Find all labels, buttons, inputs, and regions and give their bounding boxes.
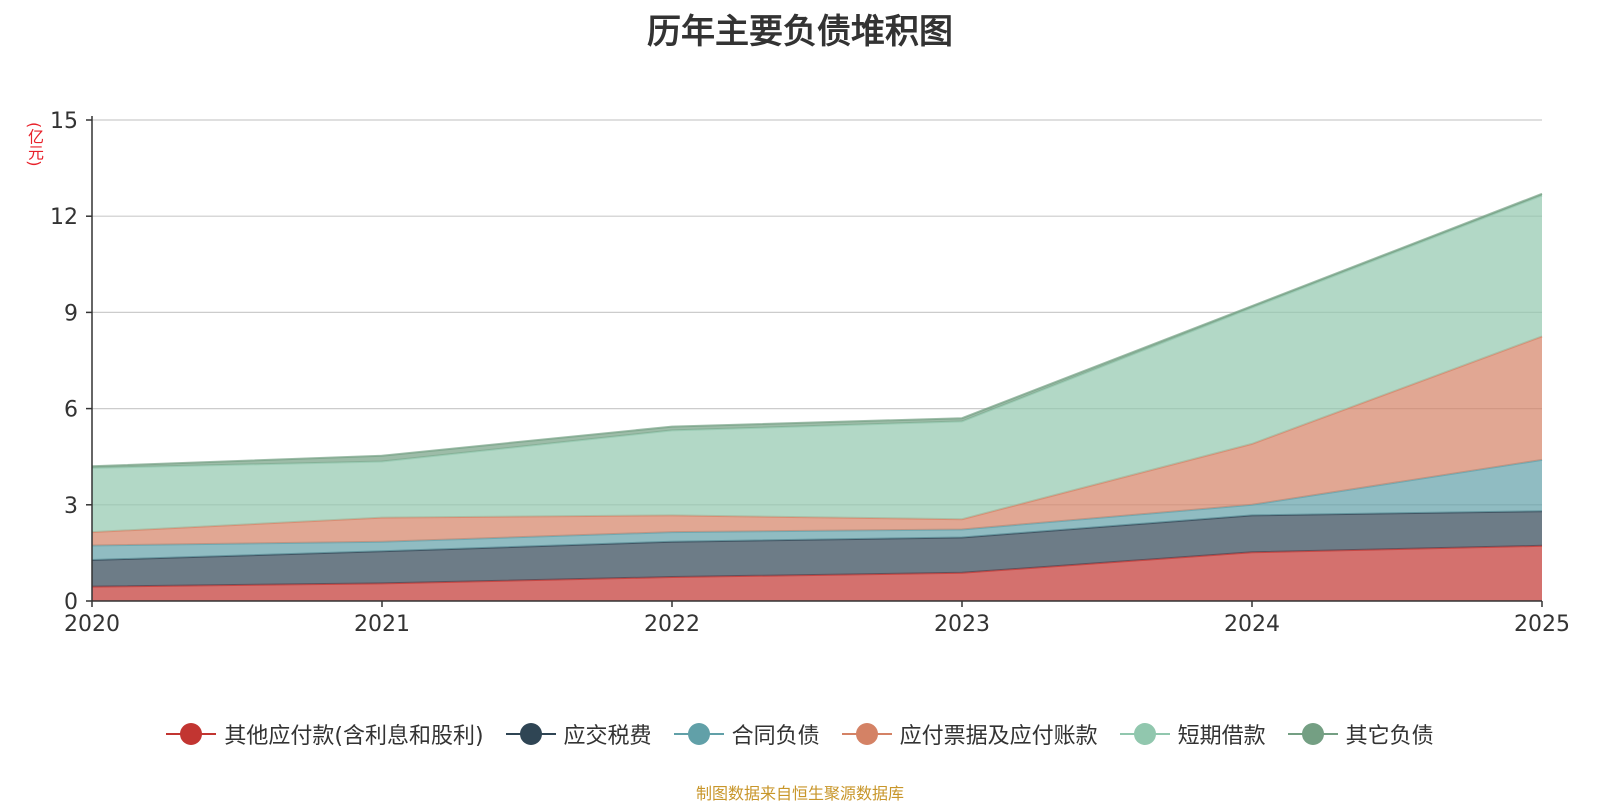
- area-series-1: [92, 511, 1542, 587]
- legend-marker-icon: [1287, 722, 1338, 746]
- legend-label: 其它负债: [1345, 724, 1434, 749]
- stacked-areas: [91, 192, 1543, 601]
- legend-marker-icon: [1119, 722, 1170, 746]
- area-series-3: [92, 336, 1542, 546]
- legend-label: 合同负债: [731, 724, 820, 749]
- y-tick-label: 15: [50, 109, 78, 134]
- chart-title: 历年主要负债堆积图: [647, 12, 953, 52]
- y-axis-unit-label: (亿元): [25, 122, 44, 167]
- legend-label: 应付票据及应付账款: [899, 724, 1098, 749]
- source-note: 制图数据来自恒生聚源数据库: [695, 784, 904, 803]
- legend-label: 短期借款: [1177, 724, 1266, 749]
- area-series-2: [92, 459, 1542, 560]
- legend-label: 应交税费: [563, 724, 652, 749]
- y-tick-label: 6: [64, 398, 78, 423]
- legend-label: 其他应付款(含利息和股利): [224, 724, 484, 749]
- legend-item-2[interactable]: 合同负债: [673, 718, 820, 750]
- legend-item-0[interactable]: 其他应付款(含利息和股利): [166, 718, 484, 750]
- y-tick-label: 12: [50, 205, 78, 230]
- legend-item-4[interactable]: 短期借款: [1119, 718, 1266, 750]
- y-tick-label: 3: [64, 494, 78, 519]
- x-tick-label: 2022: [644, 612, 700, 637]
- legend-marker-icon: [673, 722, 724, 746]
- x-tick-label: 2023: [934, 612, 990, 637]
- y-tick-label: 0: [64, 590, 78, 615]
- legend-item-5[interactable]: 其它负债: [1287, 718, 1434, 750]
- x-tick-label: 2020: [64, 612, 120, 637]
- area-series-0: [92, 545, 1542, 601]
- legend-marker-icon: [841, 722, 892, 746]
- x-tick-label: 2021: [354, 612, 410, 637]
- x-tick-label: 2024: [1224, 612, 1280, 637]
- area-edge-series-5: [91, 192, 1543, 468]
- axes: 0 3 6 9 12 15 2020 2021 2022 2023 2024 2025: [50, 109, 1570, 637]
- area-series-4: [92, 195, 1542, 533]
- legend-item-1[interactable]: 应交税费: [505, 718, 652, 750]
- legend-marker-icon: [505, 722, 556, 746]
- legend: 其他应付款(含利息和股利) 应交税费 合同负债 应付票据及应付账款 短期借款 其它负债: [0, 718, 1600, 750]
- chart-plot: 0 3 6 9 12 15 2020 2021 2022 2023 2024 2025: [50, 109, 1570, 637]
- legend-marker-icon: [166, 722, 217, 746]
- legend-item-3[interactable]: 应付票据及应付账款: [841, 718, 1098, 750]
- x-tick-label: 2025: [1514, 612, 1570, 637]
- y-tick-label: 9: [64, 301, 78, 326]
